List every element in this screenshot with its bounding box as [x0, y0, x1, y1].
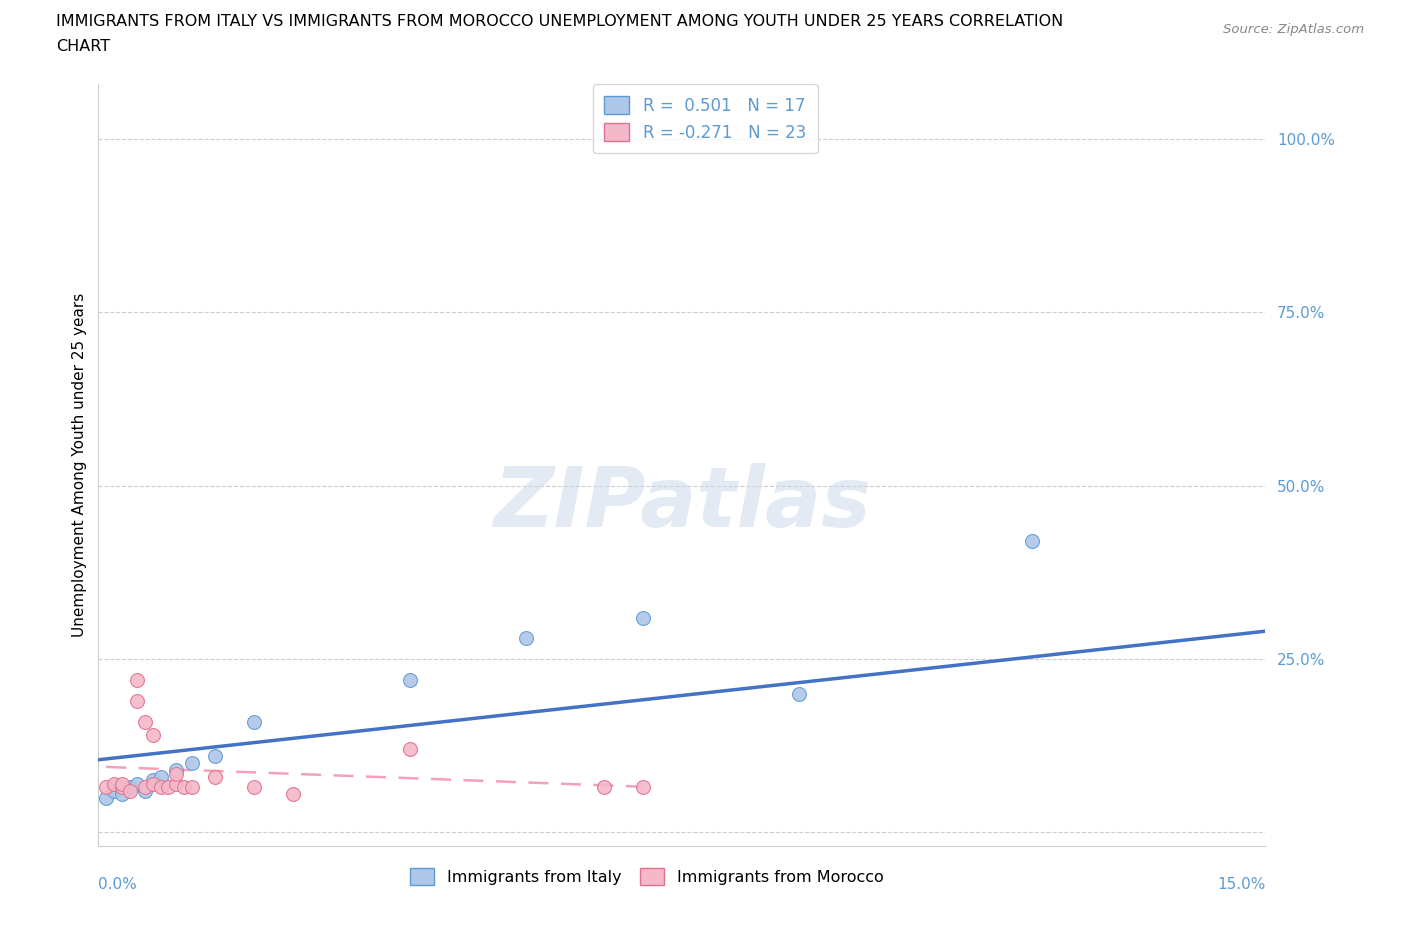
- Point: [96, 780, 118, 795]
- Text: CHART: CHART: [56, 39, 110, 54]
- Point: [631, 780, 654, 795]
- Point: [204, 749, 226, 764]
- Point: [142, 728, 165, 743]
- Point: [165, 777, 187, 791]
- Point: [111, 787, 134, 802]
- Text: 15.0%: 15.0%: [1218, 877, 1265, 892]
- Point: [134, 714, 156, 729]
- Point: [118, 780, 141, 795]
- Point: [515, 631, 537, 645]
- Y-axis label: Unemployment Among Youth under 25 years: Unemployment Among Youth under 25 years: [72, 293, 87, 637]
- Point: [281, 787, 304, 802]
- Point: [103, 783, 125, 798]
- Point: [149, 780, 172, 795]
- Point: [142, 773, 165, 788]
- Point: [787, 686, 810, 701]
- Point: [243, 714, 266, 729]
- Point: [157, 780, 180, 795]
- Point: [111, 780, 134, 795]
- Point: [127, 777, 149, 791]
- Point: [173, 780, 195, 795]
- Point: [142, 777, 165, 791]
- Point: [204, 769, 226, 784]
- Point: [1021, 534, 1043, 549]
- Point: [180, 756, 202, 771]
- Point: [593, 780, 616, 795]
- Text: ZIPatlas: ZIPatlas: [494, 462, 870, 544]
- Point: [134, 783, 156, 798]
- Point: [165, 766, 187, 781]
- Point: [398, 672, 420, 687]
- Point: [134, 780, 156, 795]
- Point: [111, 777, 134, 791]
- Point: [398, 742, 420, 757]
- Point: [631, 610, 654, 625]
- Point: [103, 777, 125, 791]
- Text: IMMIGRANTS FROM ITALY VS IMMIGRANTS FROM MOROCCO UNEMPLOYMENT AMONG YOUTH UNDER : IMMIGRANTS FROM ITALY VS IMMIGRANTS FROM…: [56, 14, 1063, 29]
- Point: [96, 790, 118, 805]
- Point: [118, 783, 141, 798]
- Point: [127, 672, 149, 687]
- Point: [127, 693, 149, 708]
- Point: [165, 763, 187, 777]
- Text: Source: ZipAtlas.com: Source: ZipAtlas.com: [1223, 23, 1364, 36]
- Point: [180, 780, 202, 795]
- Point: [243, 780, 266, 795]
- Text: 0.0%: 0.0%: [98, 877, 138, 892]
- Point: [149, 769, 172, 784]
- Legend: Immigrants from Italy, Immigrants from Morocco: Immigrants from Italy, Immigrants from M…: [404, 861, 890, 892]
